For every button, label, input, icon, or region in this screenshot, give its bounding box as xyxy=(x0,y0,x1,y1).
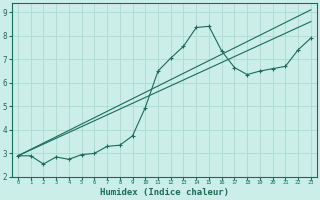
X-axis label: Humidex (Indice chaleur): Humidex (Indice chaleur) xyxy=(100,188,229,197)
